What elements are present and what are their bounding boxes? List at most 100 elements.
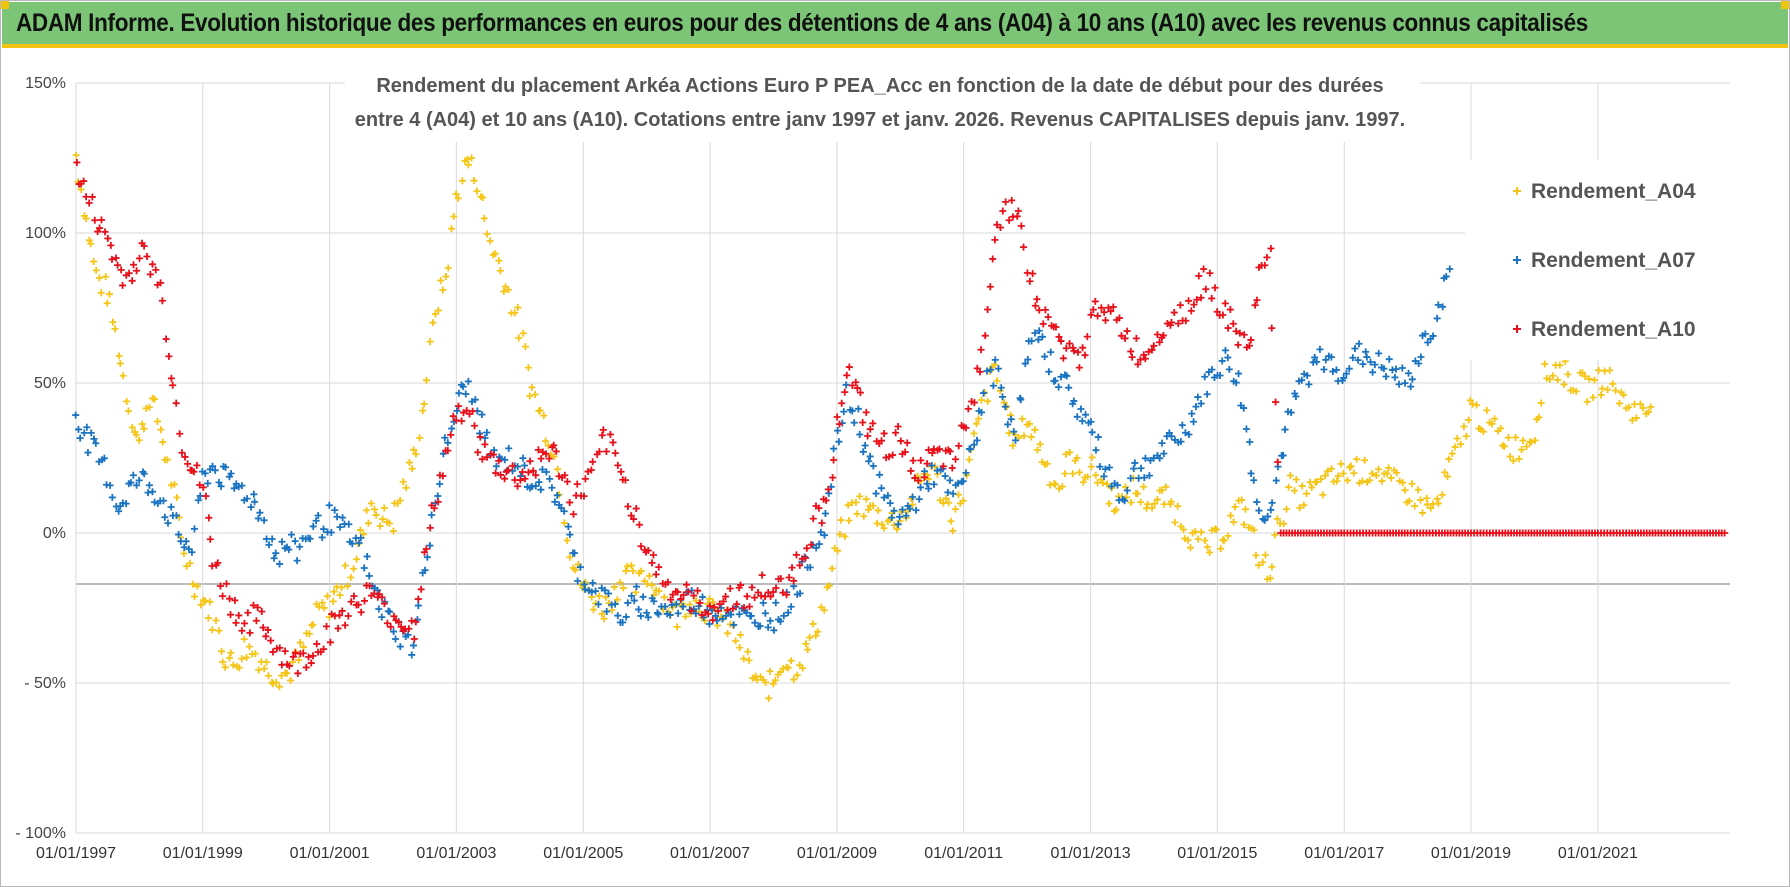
data-point — [414, 602, 422, 610]
data-point — [946, 447, 954, 455]
data-point — [1483, 406, 1491, 414]
data-point — [157, 279, 165, 287]
data-point — [788, 564, 796, 572]
data-point — [736, 631, 744, 639]
data-point — [743, 592, 751, 600]
data-point — [405, 625, 413, 633]
data-point — [623, 562, 631, 570]
data-point — [122, 500, 130, 508]
data-point — [643, 580, 651, 588]
data-point — [1005, 216, 1013, 224]
data-point — [193, 582, 201, 590]
data-point — [542, 450, 550, 458]
data-point — [1197, 528, 1205, 536]
data-point — [1392, 365, 1400, 373]
data-point — [560, 519, 568, 527]
x-tick-label: 01/01/2003 — [416, 845, 496, 862]
data-point — [390, 612, 398, 620]
data-point — [1096, 463, 1104, 471]
data-point — [320, 604, 328, 612]
data-point — [338, 607, 346, 615]
data-point — [1121, 497, 1129, 505]
data-point — [281, 647, 289, 655]
data-point — [661, 603, 669, 611]
data-point — [804, 646, 812, 654]
data-point — [92, 439, 100, 447]
data-point — [840, 408, 848, 416]
data-point — [589, 458, 597, 466]
data-point — [1137, 498, 1145, 506]
data-point — [1185, 430, 1193, 438]
data-point — [519, 454, 527, 462]
data-point — [928, 462, 936, 470]
data-point — [821, 510, 829, 517]
data-point — [212, 616, 220, 624]
data-point — [705, 620, 713, 628]
data-point — [833, 413, 841, 421]
data-point — [1322, 356, 1330, 364]
data-point — [1549, 372, 1557, 380]
data-point — [695, 602, 703, 610]
data-point — [1346, 463, 1354, 471]
data-point — [551, 498, 559, 506]
data-point — [492, 469, 500, 477]
data-point — [320, 525, 328, 533]
data-point — [114, 261, 122, 269]
data-point — [1194, 393, 1202, 401]
data-point — [1031, 426, 1039, 434]
data-point — [880, 524, 888, 532]
data-point — [537, 486, 545, 494]
data-point — [410, 635, 418, 643]
data-point — [1005, 429, 1013, 437]
data-point — [325, 501, 333, 509]
data-point — [1439, 303, 1447, 311]
data-point — [845, 517, 853, 525]
legend-marker — [1513, 256, 1521, 264]
data-point — [866, 425, 874, 433]
data-point — [885, 453, 893, 461]
data-point — [836, 530, 844, 538]
data-point — [614, 461, 622, 469]
data-point — [1225, 365, 1233, 373]
data-point — [184, 460, 192, 468]
data-point — [655, 587, 663, 595]
data-point — [173, 493, 181, 501]
data-point — [105, 290, 113, 298]
data-point — [481, 440, 489, 448]
data-point — [1405, 497, 1413, 505]
data-point — [941, 472, 949, 480]
data-point — [698, 611, 706, 619]
data-point — [570, 510, 578, 518]
data-point — [587, 466, 595, 474]
data-point — [1368, 470, 1376, 478]
data-point — [145, 403, 153, 411]
data-point — [128, 277, 136, 285]
data-point — [309, 621, 317, 629]
data-point — [1429, 332, 1437, 340]
data-point — [255, 666, 263, 674]
data-point — [180, 550, 188, 558]
data-point — [129, 471, 137, 479]
data-point — [254, 603, 262, 611]
data-point — [880, 429, 888, 437]
data-point — [172, 399, 180, 407]
data-point — [1371, 361, 1379, 369]
data-point — [574, 577, 582, 585]
data-point — [1141, 355, 1149, 363]
data-point — [1246, 438, 1254, 446]
header-banner: ADAM Informe. Evolution historique des p… — [2, 2, 1788, 48]
data-point — [209, 462, 217, 470]
data-point — [829, 474, 837, 482]
data-point — [1070, 347, 1078, 355]
data-point — [1479, 428, 1487, 436]
data-point — [434, 492, 442, 500]
data-point — [434, 306, 442, 314]
data-point — [637, 542, 645, 550]
data-point — [468, 154, 476, 162]
data-point — [318, 533, 326, 541]
data-point — [692, 610, 700, 618]
data-point — [208, 626, 216, 634]
data-point — [1597, 391, 1605, 399]
data-point — [981, 332, 989, 340]
data-point — [1226, 306, 1234, 314]
